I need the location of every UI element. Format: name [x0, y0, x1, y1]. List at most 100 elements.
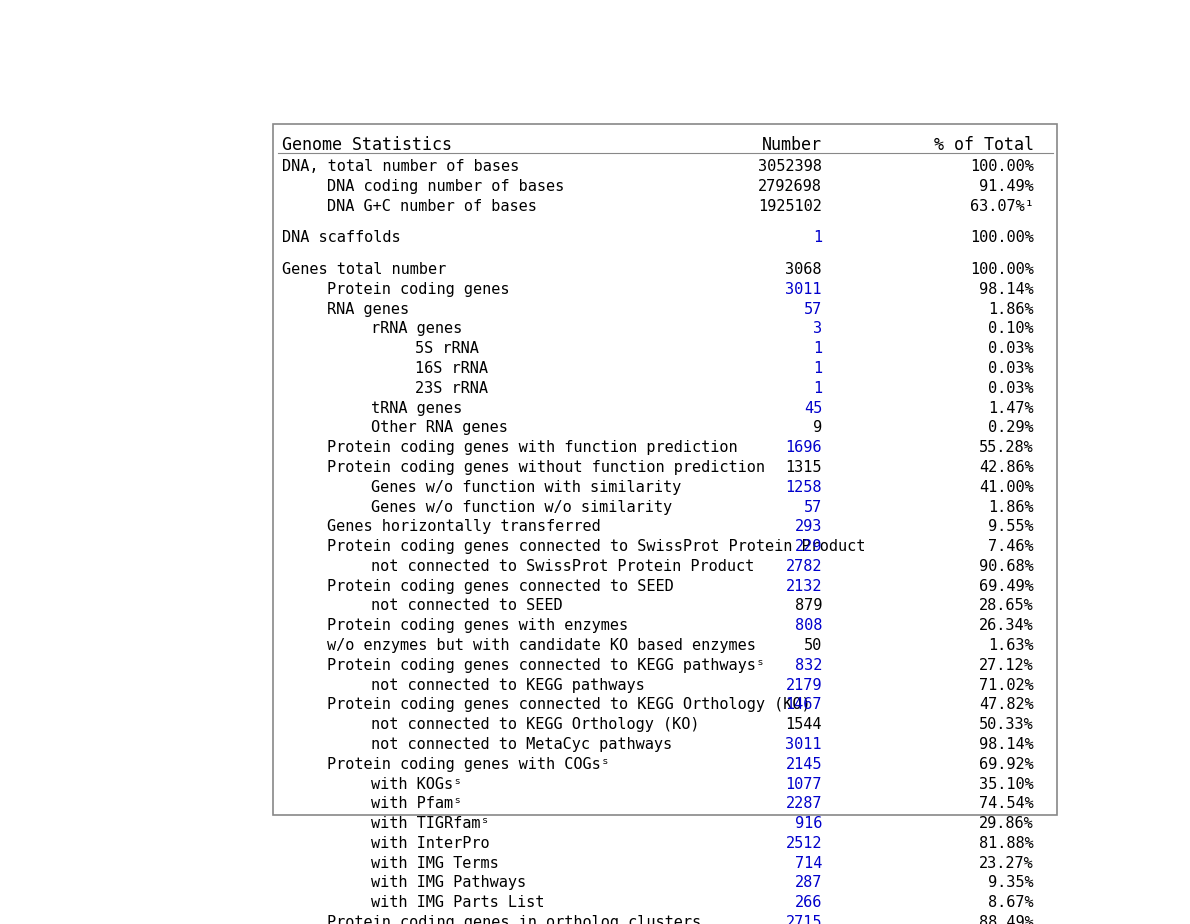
- Text: 9.35%: 9.35%: [989, 875, 1034, 891]
- Text: 879: 879: [795, 599, 822, 614]
- Text: 2179: 2179: [785, 677, 822, 693]
- Text: 2287: 2287: [785, 796, 822, 811]
- Text: DNA scaffolds: DNA scaffolds: [282, 230, 401, 246]
- Text: Genome Statistics: Genome Statistics: [282, 137, 452, 154]
- Text: 1925102: 1925102: [758, 199, 822, 213]
- Text: Genes w/o function with similarity: Genes w/o function with similarity: [371, 480, 681, 494]
- Text: RNA genes: RNA genes: [327, 302, 409, 317]
- Text: Protein coding genes without function prediction: Protein coding genes without function pr…: [327, 460, 765, 475]
- Text: 229: 229: [795, 539, 822, 554]
- Text: Protein coding genes connected to SwissProt Protein Product: Protein coding genes connected to SwissP…: [327, 539, 865, 554]
- Text: 27.12%: 27.12%: [979, 658, 1034, 673]
- Text: 63.07%¹: 63.07%¹: [970, 199, 1034, 213]
- Text: 50.33%: 50.33%: [979, 717, 1034, 732]
- Text: 808: 808: [795, 618, 822, 633]
- Text: 35.10%: 35.10%: [979, 776, 1034, 792]
- Text: with IMG Pathways: with IMG Pathways: [371, 875, 526, 891]
- Text: Protein coding genes in ortholog clusters: Protein coding genes in ortholog cluster…: [327, 915, 701, 924]
- Text: 1: 1: [813, 361, 822, 376]
- Text: w/o enzymes but with candidate KO based enzymes: w/o enzymes but with candidate KO based …: [327, 638, 756, 653]
- Text: 2792698: 2792698: [758, 179, 822, 194]
- Text: 100.00%: 100.00%: [970, 159, 1034, 175]
- Text: 1467: 1467: [785, 698, 822, 712]
- Text: with IMG Terms: with IMG Terms: [371, 856, 499, 870]
- Text: DNA coding number of bases: DNA coding number of bases: [327, 179, 564, 194]
- Text: 1: 1: [813, 341, 822, 357]
- Text: 1258: 1258: [785, 480, 822, 494]
- Text: 90.68%: 90.68%: [979, 559, 1034, 574]
- Text: 3068: 3068: [785, 262, 822, 277]
- Text: Number: Number: [762, 137, 822, 154]
- Text: 287: 287: [795, 875, 822, 891]
- Text: Protein coding genes with COGsˢ: Protein coding genes with COGsˢ: [327, 757, 609, 772]
- Text: 3: 3: [813, 322, 822, 336]
- Text: 1: 1: [813, 381, 822, 395]
- Text: Genes total number: Genes total number: [282, 262, 446, 277]
- Text: 23S rRNA: 23S rRNA: [415, 381, 488, 395]
- Text: not connected to SwissProt Protein Product: not connected to SwissProt Protein Produ…: [371, 559, 754, 574]
- Text: 8.67%: 8.67%: [989, 895, 1034, 910]
- Text: Genes horizontally transferred: Genes horizontally transferred: [327, 519, 601, 534]
- Text: Protein coding genes connected to KEGG pathwaysˢ: Protein coding genes connected to KEGG p…: [327, 658, 765, 673]
- Text: with IMG Parts List: with IMG Parts List: [371, 895, 544, 910]
- Text: Other RNA genes: Other RNA genes: [371, 420, 508, 435]
- Text: 41.00%: 41.00%: [979, 480, 1034, 494]
- Text: 9.55%: 9.55%: [989, 519, 1034, 534]
- Text: DNA, total number of bases: DNA, total number of bases: [282, 159, 520, 175]
- Text: 26.34%: 26.34%: [979, 618, 1034, 633]
- Text: 45: 45: [803, 401, 822, 416]
- Text: 832: 832: [795, 658, 822, 673]
- Text: 714: 714: [795, 856, 822, 870]
- Text: 1544: 1544: [785, 717, 822, 732]
- Text: 100.00%: 100.00%: [970, 230, 1034, 246]
- Text: 1.47%: 1.47%: [989, 401, 1034, 416]
- Text: 100.00%: 100.00%: [970, 262, 1034, 277]
- Text: 1.63%: 1.63%: [989, 638, 1034, 653]
- Text: with InterPro: with InterPro: [371, 836, 489, 851]
- Text: 0.29%: 0.29%: [989, 420, 1034, 435]
- Text: 69.49%: 69.49%: [979, 578, 1034, 594]
- Text: Protein coding genes with function prediction: Protein coding genes with function predi…: [327, 440, 738, 456]
- Text: Protein coding genes connected to SEED: Protein coding genes connected to SEED: [327, 578, 674, 594]
- Text: not connected to KEGG Orthology (KO): not connected to KEGG Orthology (KO): [371, 717, 700, 732]
- Text: 2132: 2132: [785, 578, 822, 594]
- Text: 88.49%: 88.49%: [979, 915, 1034, 924]
- Text: 16S rRNA: 16S rRNA: [415, 361, 488, 376]
- Text: with Pfamˢ: with Pfamˢ: [371, 796, 462, 811]
- Text: 74.54%: 74.54%: [979, 796, 1034, 811]
- Text: not connected to KEGG pathways: not connected to KEGG pathways: [371, 677, 645, 693]
- Text: 0.03%: 0.03%: [989, 341, 1034, 357]
- Text: 1.86%: 1.86%: [989, 302, 1034, 317]
- Text: 266: 266: [795, 895, 822, 910]
- Text: rRNA genes: rRNA genes: [371, 322, 462, 336]
- Text: not connected to MetaCyc pathways: not connected to MetaCyc pathways: [371, 737, 672, 752]
- Text: tRNA genes: tRNA genes: [371, 401, 462, 416]
- Text: 71.02%: 71.02%: [979, 677, 1034, 693]
- Text: 9: 9: [813, 420, 822, 435]
- Text: 916: 916: [795, 816, 822, 831]
- Text: not connected to SEED: not connected to SEED: [371, 599, 563, 614]
- Text: Protein coding genes: Protein coding genes: [327, 282, 509, 297]
- Text: 57: 57: [803, 302, 822, 317]
- Text: 50: 50: [803, 638, 822, 653]
- Bar: [274, 124, 1057, 815]
- Text: 2512: 2512: [785, 836, 822, 851]
- Text: 69.92%: 69.92%: [979, 757, 1034, 772]
- Text: 81.88%: 81.88%: [979, 836, 1034, 851]
- Text: 3011: 3011: [785, 737, 822, 752]
- Text: % of Total: % of Total: [934, 137, 1034, 154]
- Text: 3052398: 3052398: [758, 159, 822, 175]
- Text: 23.27%: 23.27%: [979, 856, 1034, 870]
- Text: Protein coding genes with enzymes: Protein coding genes with enzymes: [327, 618, 628, 633]
- Text: 42.86%: 42.86%: [979, 460, 1034, 475]
- Text: 3011: 3011: [785, 282, 822, 297]
- Text: 55.28%: 55.28%: [979, 440, 1034, 456]
- Text: Protein coding genes connected to KEGG Orthology (KO): Protein coding genes connected to KEGG O…: [327, 698, 810, 712]
- Text: 47.82%: 47.82%: [979, 698, 1034, 712]
- Text: with KOGsˢ: with KOGsˢ: [371, 776, 462, 792]
- Text: 29.86%: 29.86%: [979, 816, 1034, 831]
- Text: 1077: 1077: [785, 776, 822, 792]
- Text: 5S rRNA: 5S rRNA: [415, 341, 480, 357]
- Text: 1: 1: [813, 230, 822, 246]
- Text: 1696: 1696: [785, 440, 822, 456]
